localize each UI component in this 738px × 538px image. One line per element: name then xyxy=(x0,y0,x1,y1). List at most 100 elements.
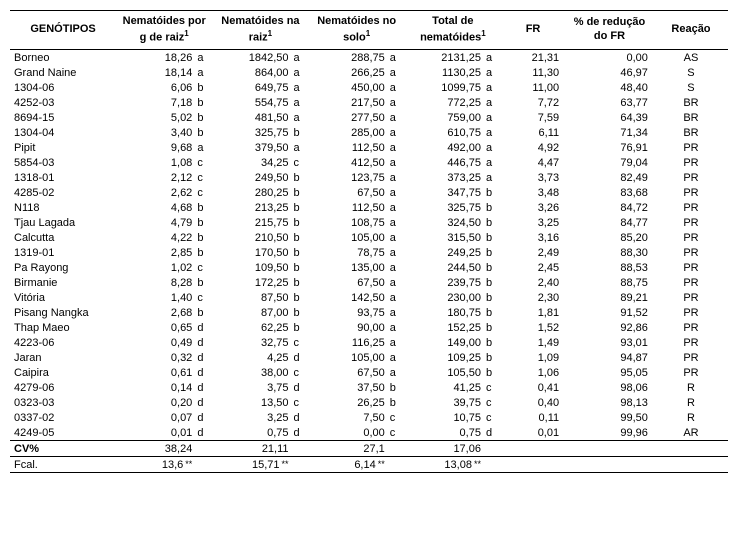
table-cell: 4,25d xyxy=(212,350,308,365)
fr-cell: 0,01 xyxy=(501,425,565,441)
genotipo-cell: 5854-03 xyxy=(10,155,116,170)
cv-row: CV%38,2421,1127,117,06 xyxy=(10,441,728,457)
table-row: 0323-030,20d13,50c26,25b39,75c0,4098,13R xyxy=(10,395,728,410)
table-row: Pa Rayong1,02c109,50b135,00a244,50b2,458… xyxy=(10,260,728,275)
reacao-cell: PR xyxy=(654,305,728,320)
cv-label: CV% xyxy=(10,441,116,457)
table-cell: 412,50a xyxy=(309,155,405,170)
genotipos-table: GENÓTIPOS Nematóides por g de raiz1 Nema… xyxy=(10,10,728,473)
table-cell: 41,25c xyxy=(405,380,501,395)
reacao-cell: PR xyxy=(654,260,728,275)
reacao-cell: BR xyxy=(654,110,728,125)
pct-cell: 76,91 xyxy=(565,140,654,155)
table-cell: 7,18b xyxy=(116,95,212,110)
table-cell: 0,75d xyxy=(212,425,308,441)
pct-cell: 64,39 xyxy=(565,110,654,125)
table-cell: 0,14d xyxy=(116,380,212,395)
table-cell: 239,75b xyxy=(405,275,501,290)
genotipo-cell: N118 xyxy=(10,200,116,215)
reacao-cell: R xyxy=(654,380,728,395)
table-row: Borneo18,26a1842,50a288,75a2131,25a21,31… xyxy=(10,50,728,66)
table-cell: 2,68b xyxy=(116,305,212,320)
genotipo-cell: 0337-02 xyxy=(10,410,116,425)
table-cell: 109,25b xyxy=(405,350,501,365)
table-row: 8694-155,02b481,50a277,50a759,00a7,5964,… xyxy=(10,110,728,125)
fcal-cell: 6,14** xyxy=(309,457,405,473)
table-cell: 0,65d xyxy=(116,320,212,335)
table-cell: 67,50a xyxy=(309,185,405,200)
table-cell: 249,50b xyxy=(212,170,308,185)
table-cell: 217,50a xyxy=(309,95,405,110)
fr-cell: 2,40 xyxy=(501,275,565,290)
fr-cell: 1,52 xyxy=(501,320,565,335)
table-cell: 18,14a xyxy=(116,65,212,80)
table-cell: 149,00b xyxy=(405,335,501,350)
pct-cell: 93,01 xyxy=(565,335,654,350)
table-cell: 93,75a xyxy=(309,305,405,320)
pct-cell: 91,52 xyxy=(565,305,654,320)
pct-cell: 92,86 xyxy=(565,320,654,335)
table-cell: 116,25a xyxy=(309,335,405,350)
reacao-cell: PR xyxy=(654,185,728,200)
genotipo-cell: 4279-06 xyxy=(10,380,116,395)
table-row: 1304-043,40b325,75b285,00a610,75a6,1171,… xyxy=(10,125,728,140)
genotipo-cell: Grand Naine xyxy=(10,65,116,80)
table-cell: 1842,50a xyxy=(212,50,308,66)
reacao-cell: PR xyxy=(654,335,728,350)
table-cell: 37,50b xyxy=(309,380,405,395)
table-row: 1319-012,85b170,50b78,75a249,25b2,4988,3… xyxy=(10,245,728,260)
table-cell: 5,02b xyxy=(116,110,212,125)
table-row: Tjau Lagada4,79b215,75b108,75a324,50b3,2… xyxy=(10,215,728,230)
table-cell: 610,75a xyxy=(405,125,501,140)
table-cell: 67,50a xyxy=(309,275,405,290)
genotipo-cell: Borneo xyxy=(10,50,116,66)
fr-cell: 3,48 xyxy=(501,185,565,200)
th-reacao: Reação xyxy=(654,11,728,50)
pct-cell: 84,72 xyxy=(565,200,654,215)
th-total: Total de nematóides1 xyxy=(405,11,501,50)
table-cell: 759,00a xyxy=(405,110,501,125)
fr-cell: 0,11 xyxy=(501,410,565,425)
table-cell: 446,75a xyxy=(405,155,501,170)
fcal-cell: 15,71** xyxy=(212,457,308,473)
pct-cell: 46,97 xyxy=(565,65,654,80)
reacao-cell: S xyxy=(654,65,728,80)
table-cell: 4,79b xyxy=(116,215,212,230)
th-nema-solo: Nematóides no solo1 xyxy=(309,11,405,50)
genotipo-cell: Tjau Lagada xyxy=(10,215,116,230)
fr-cell: 3,16 xyxy=(501,230,565,245)
fr-cell: 2,30 xyxy=(501,290,565,305)
fr-cell: 6,11 xyxy=(501,125,565,140)
table-cell: 109,50b xyxy=(212,260,308,275)
table-cell: 78,75a xyxy=(309,245,405,260)
empty-cell xyxy=(654,441,728,457)
table-row: 0337-020,07d3,25d7,50c10,75c0,1199,50R xyxy=(10,410,728,425)
genotipo-cell: Jaran xyxy=(10,350,116,365)
table-cell: 39,75c xyxy=(405,395,501,410)
fr-cell: 3,73 xyxy=(501,170,565,185)
fcal-cell: 13,6** xyxy=(116,457,212,473)
pct-cell: 85,20 xyxy=(565,230,654,245)
table-cell: 649,75a xyxy=(212,80,308,95)
fr-cell: 0,40 xyxy=(501,395,565,410)
table-cell: 1,02c xyxy=(116,260,212,275)
table-cell: 230,00b xyxy=(405,290,501,305)
reacao-cell: BR xyxy=(654,95,728,110)
table-cell: 2,62c xyxy=(116,185,212,200)
reacao-cell: PR xyxy=(654,140,728,155)
cv-cell: 27,1 xyxy=(309,441,405,457)
table-row: 1304-066,06b649,75a450,00a1099,75a11,004… xyxy=(10,80,728,95)
table-cell: 347,75b xyxy=(405,185,501,200)
table-cell: 379,50a xyxy=(212,140,308,155)
table-cell: 285,00a xyxy=(309,125,405,140)
table-row: 1318-012,12c249,50b123,75a373,25a3,7382,… xyxy=(10,170,728,185)
table-cell: 373,25a xyxy=(405,170,501,185)
genotipo-cell: 4249-05 xyxy=(10,425,116,441)
table-row: 4249-050,01d0,75d0,00c0,75d0,0199,96AR xyxy=(10,425,728,441)
genotipo-cell: Caipira xyxy=(10,365,116,380)
table-cell: 8,28b xyxy=(116,275,212,290)
reacao-cell: PR xyxy=(654,170,728,185)
table-cell: 1,40c xyxy=(116,290,212,305)
reacao-cell: S xyxy=(654,80,728,95)
table-cell: 6,06b xyxy=(116,80,212,95)
